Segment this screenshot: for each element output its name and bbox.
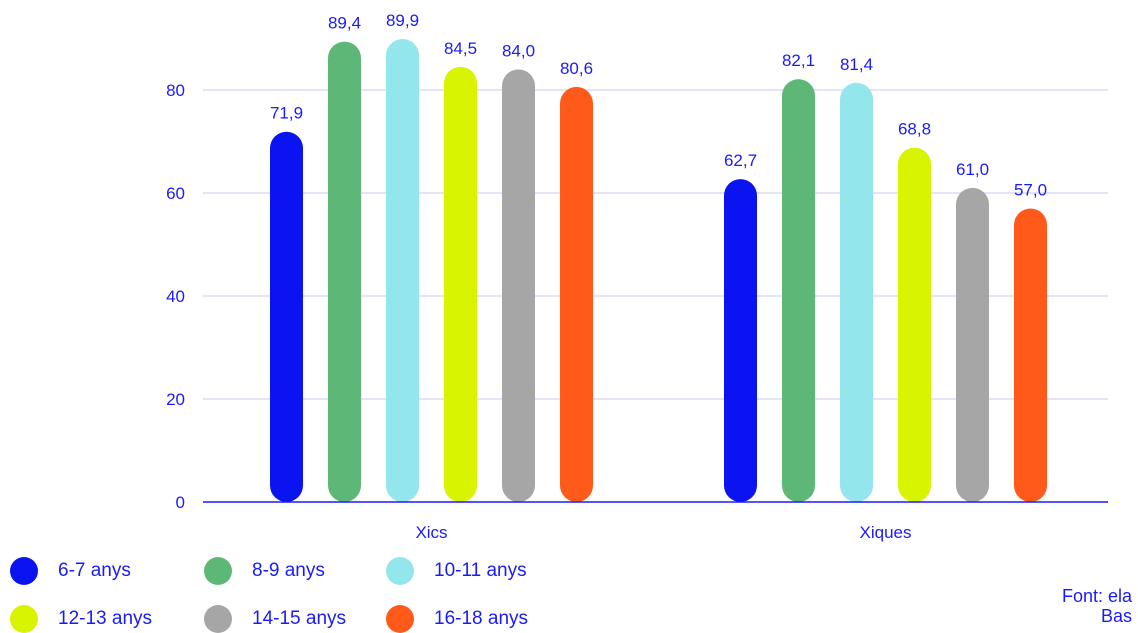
bar: [270, 131, 303, 502]
data-label: 68,8: [898, 120, 931, 139]
x-category-label: Xiques: [860, 523, 912, 542]
bar: [444, 66, 477, 502]
data-label: 82,1: [782, 51, 815, 70]
legend-swatch: [204, 557, 232, 585]
y-tick-label: 60: [166, 184, 185, 203]
legend-item: 10-11 anys: [386, 557, 527, 585]
legend-label: 16-18 anys: [434, 608, 529, 629]
legend-item: 14-15 anys: [204, 605, 346, 633]
data-label: 61,0: [956, 160, 989, 179]
y-tick-label: 80: [166, 81, 185, 100]
bar: [840, 82, 873, 502]
bar: [782, 79, 815, 502]
legend-swatch: [386, 557, 414, 585]
legend-label: 6-7 anys: [58, 560, 131, 581]
legend-item: 16-18 anys: [386, 605, 528, 633]
bar: [386, 39, 419, 502]
bar: [502, 69, 535, 503]
data-label: 84,5: [444, 39, 477, 58]
legend-swatch: [204, 605, 232, 633]
data-label: 89,9: [386, 11, 419, 30]
source-line-1: Font: ela: [1061, 586, 1132, 606]
legend-label: 10-11 anys: [434, 560, 527, 581]
data-label: 62,7: [724, 151, 757, 170]
bar: [898, 147, 931, 502]
legend-label: 14-15 anys: [252, 608, 347, 629]
bar: [560, 86, 593, 502]
bar: [956, 187, 989, 502]
legend-label: 12-13 anys: [58, 608, 153, 629]
legend-item: 8-9 anys: [204, 557, 325, 585]
legend-swatch: [10, 605, 38, 633]
legend-swatch: [10, 557, 38, 585]
legend-swatch: [386, 605, 414, 633]
legend-label: 8-9 anys: [252, 560, 325, 581]
data-label: 80,6: [560, 59, 593, 78]
source-note: Font: ela Bas: [1062, 586, 1132, 626]
y-tick-label: 20: [166, 390, 185, 409]
bar: [1014, 208, 1047, 502]
x-category-label: Xics: [415, 523, 447, 542]
data-label: 81,4: [840, 55, 873, 74]
bar: [724, 179, 757, 502]
source-line-2: Bas: [1100, 606, 1132, 626]
data-label: 89,4: [328, 14, 361, 33]
y-tick-label: 40: [166, 287, 185, 306]
legend-item: 6-7 anys: [10, 557, 131, 585]
y-tick-label: 0: [176, 493, 185, 512]
data-label: 57,0: [1014, 180, 1047, 199]
bar: [328, 41, 361, 503]
data-label: 71,9: [270, 104, 303, 123]
data-label: 84,0: [502, 41, 535, 60]
legend-item: 12-13 anys: [10, 605, 152, 633]
